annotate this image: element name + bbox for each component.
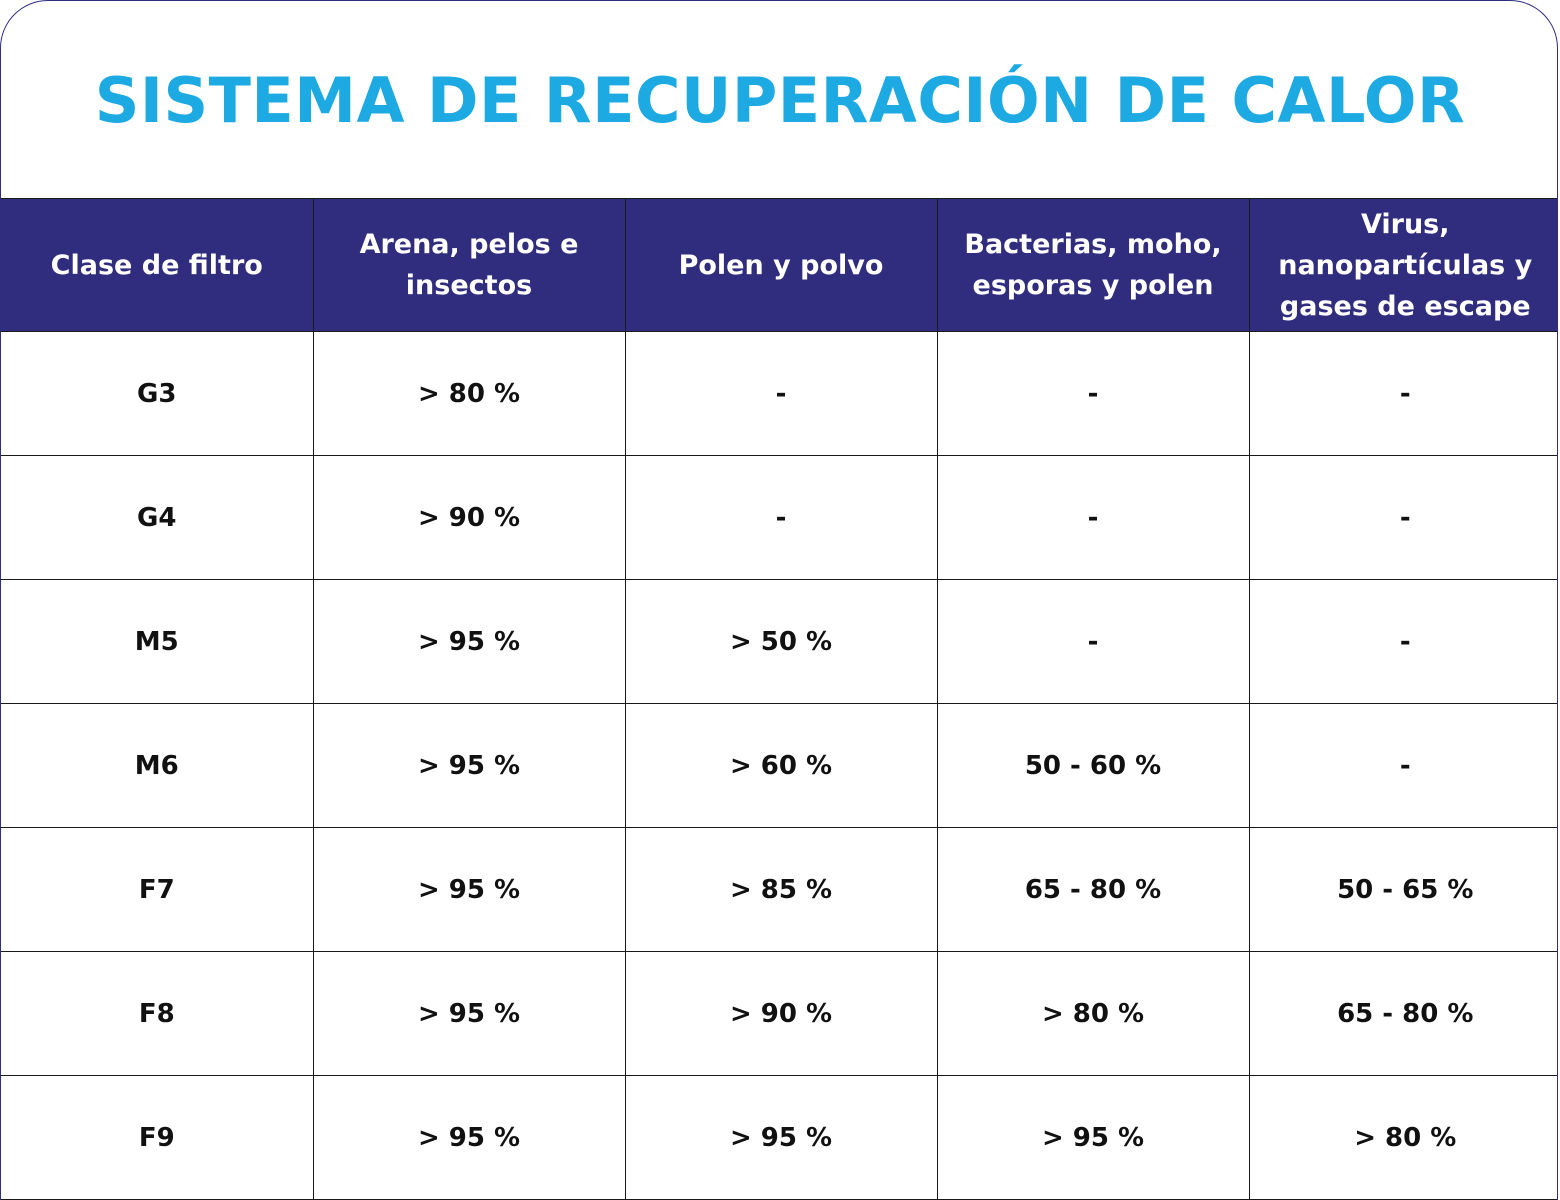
page-title: SISTEMA DE RECUPERACIÓN DE CALOR <box>94 64 1466 137</box>
table-cell: 50 - 60 % <box>936 703 1250 828</box>
table-row: M5 > 95 % > 50 % - - <box>1 579 1557 704</box>
table-cell: > 95 % <box>312 827 626 952</box>
table-cell: 65 - 80 % <box>936 827 1250 952</box>
table-cell: > 90 % <box>312 455 626 580</box>
filter-class-cell: M5 <box>1 579 314 704</box>
table-cell: - <box>1248 455 1557 580</box>
table-cell: > 95 % <box>312 1075 626 1200</box>
table-cell: > 85 % <box>624 827 938 952</box>
filter-class-cell: G4 <box>1 455 314 580</box>
header-pollen-dust: Polen y polvo <box>624 198 938 332</box>
table-cell: > 50 % <box>624 579 938 704</box>
table-cell: > 90 % <box>624 951 938 1076</box>
table-cell: > 80 % <box>936 951 1250 1076</box>
header-bacteria-mold-spores: Bacterias, moho, esporas y polen <box>936 198 1250 332</box>
table-cell: > 95 % <box>624 1075 938 1200</box>
filter-class-cell: G3 <box>1 331 314 456</box>
table-row: F8 > 95 % > 90 % > 80 % 65 - 80 % <box>1 951 1557 1076</box>
table-cell: > 60 % <box>624 703 938 828</box>
table-cell: - <box>936 455 1250 580</box>
filter-table: Clase de filtro Arena, pelos e insectos … <box>1 198 1557 1200</box>
table-cell: > 80 % <box>1248 1075 1557 1200</box>
filter-class-cell: M6 <box>1 703 314 828</box>
table-header-row: Clase de filtro Arena, pelos e insectos … <box>1 198 1557 332</box>
table-row: G3 > 80 % - - - <box>1 331 1557 456</box>
table-row: G4 > 90 % - - - <box>1 455 1557 580</box>
table-cell: > 95 % <box>312 579 626 704</box>
table-cell: - <box>936 331 1250 456</box>
table-cell: - <box>1248 579 1557 704</box>
table-cell: - <box>624 455 938 580</box>
table-cell: > 95 % <box>312 703 626 828</box>
table-cell: > 80 % <box>312 331 626 456</box>
table-cell: > 95 % <box>312 951 626 1076</box>
table-cell: - <box>624 331 938 456</box>
table-cell: - <box>1248 703 1557 828</box>
header-sand-hair-insects: Arena, pelos e insectos <box>312 198 626 332</box>
table-cell: > 95 % <box>936 1075 1250 1200</box>
filter-class-cell: F8 <box>1 951 314 1076</box>
filter-class-cell: F7 <box>1 827 314 952</box>
table-cell: - <box>1248 331 1557 456</box>
table-cell: 50 - 65 % <box>1248 827 1557 952</box>
table-row: F7 > 95 % > 85 % 65 - 80 % 50 - 65 % <box>1 827 1557 952</box>
table-cell: 65 - 80 % <box>1248 951 1557 1076</box>
table-row: M6 > 95 % > 60 % 50 - 60 % - <box>1 703 1557 828</box>
header-filter-class: Clase de filtro <box>1 198 314 332</box>
table-cell: - <box>936 579 1250 704</box>
header-virus-nanoparticles-exhaust: Virus, nanopartículas y gases de escape <box>1248 198 1557 332</box>
filter-class-cell: F9 <box>1 1075 314 1200</box>
table-row: F9 > 95 % > 95 % > 95 % > 80 % <box>1 1075 1557 1200</box>
